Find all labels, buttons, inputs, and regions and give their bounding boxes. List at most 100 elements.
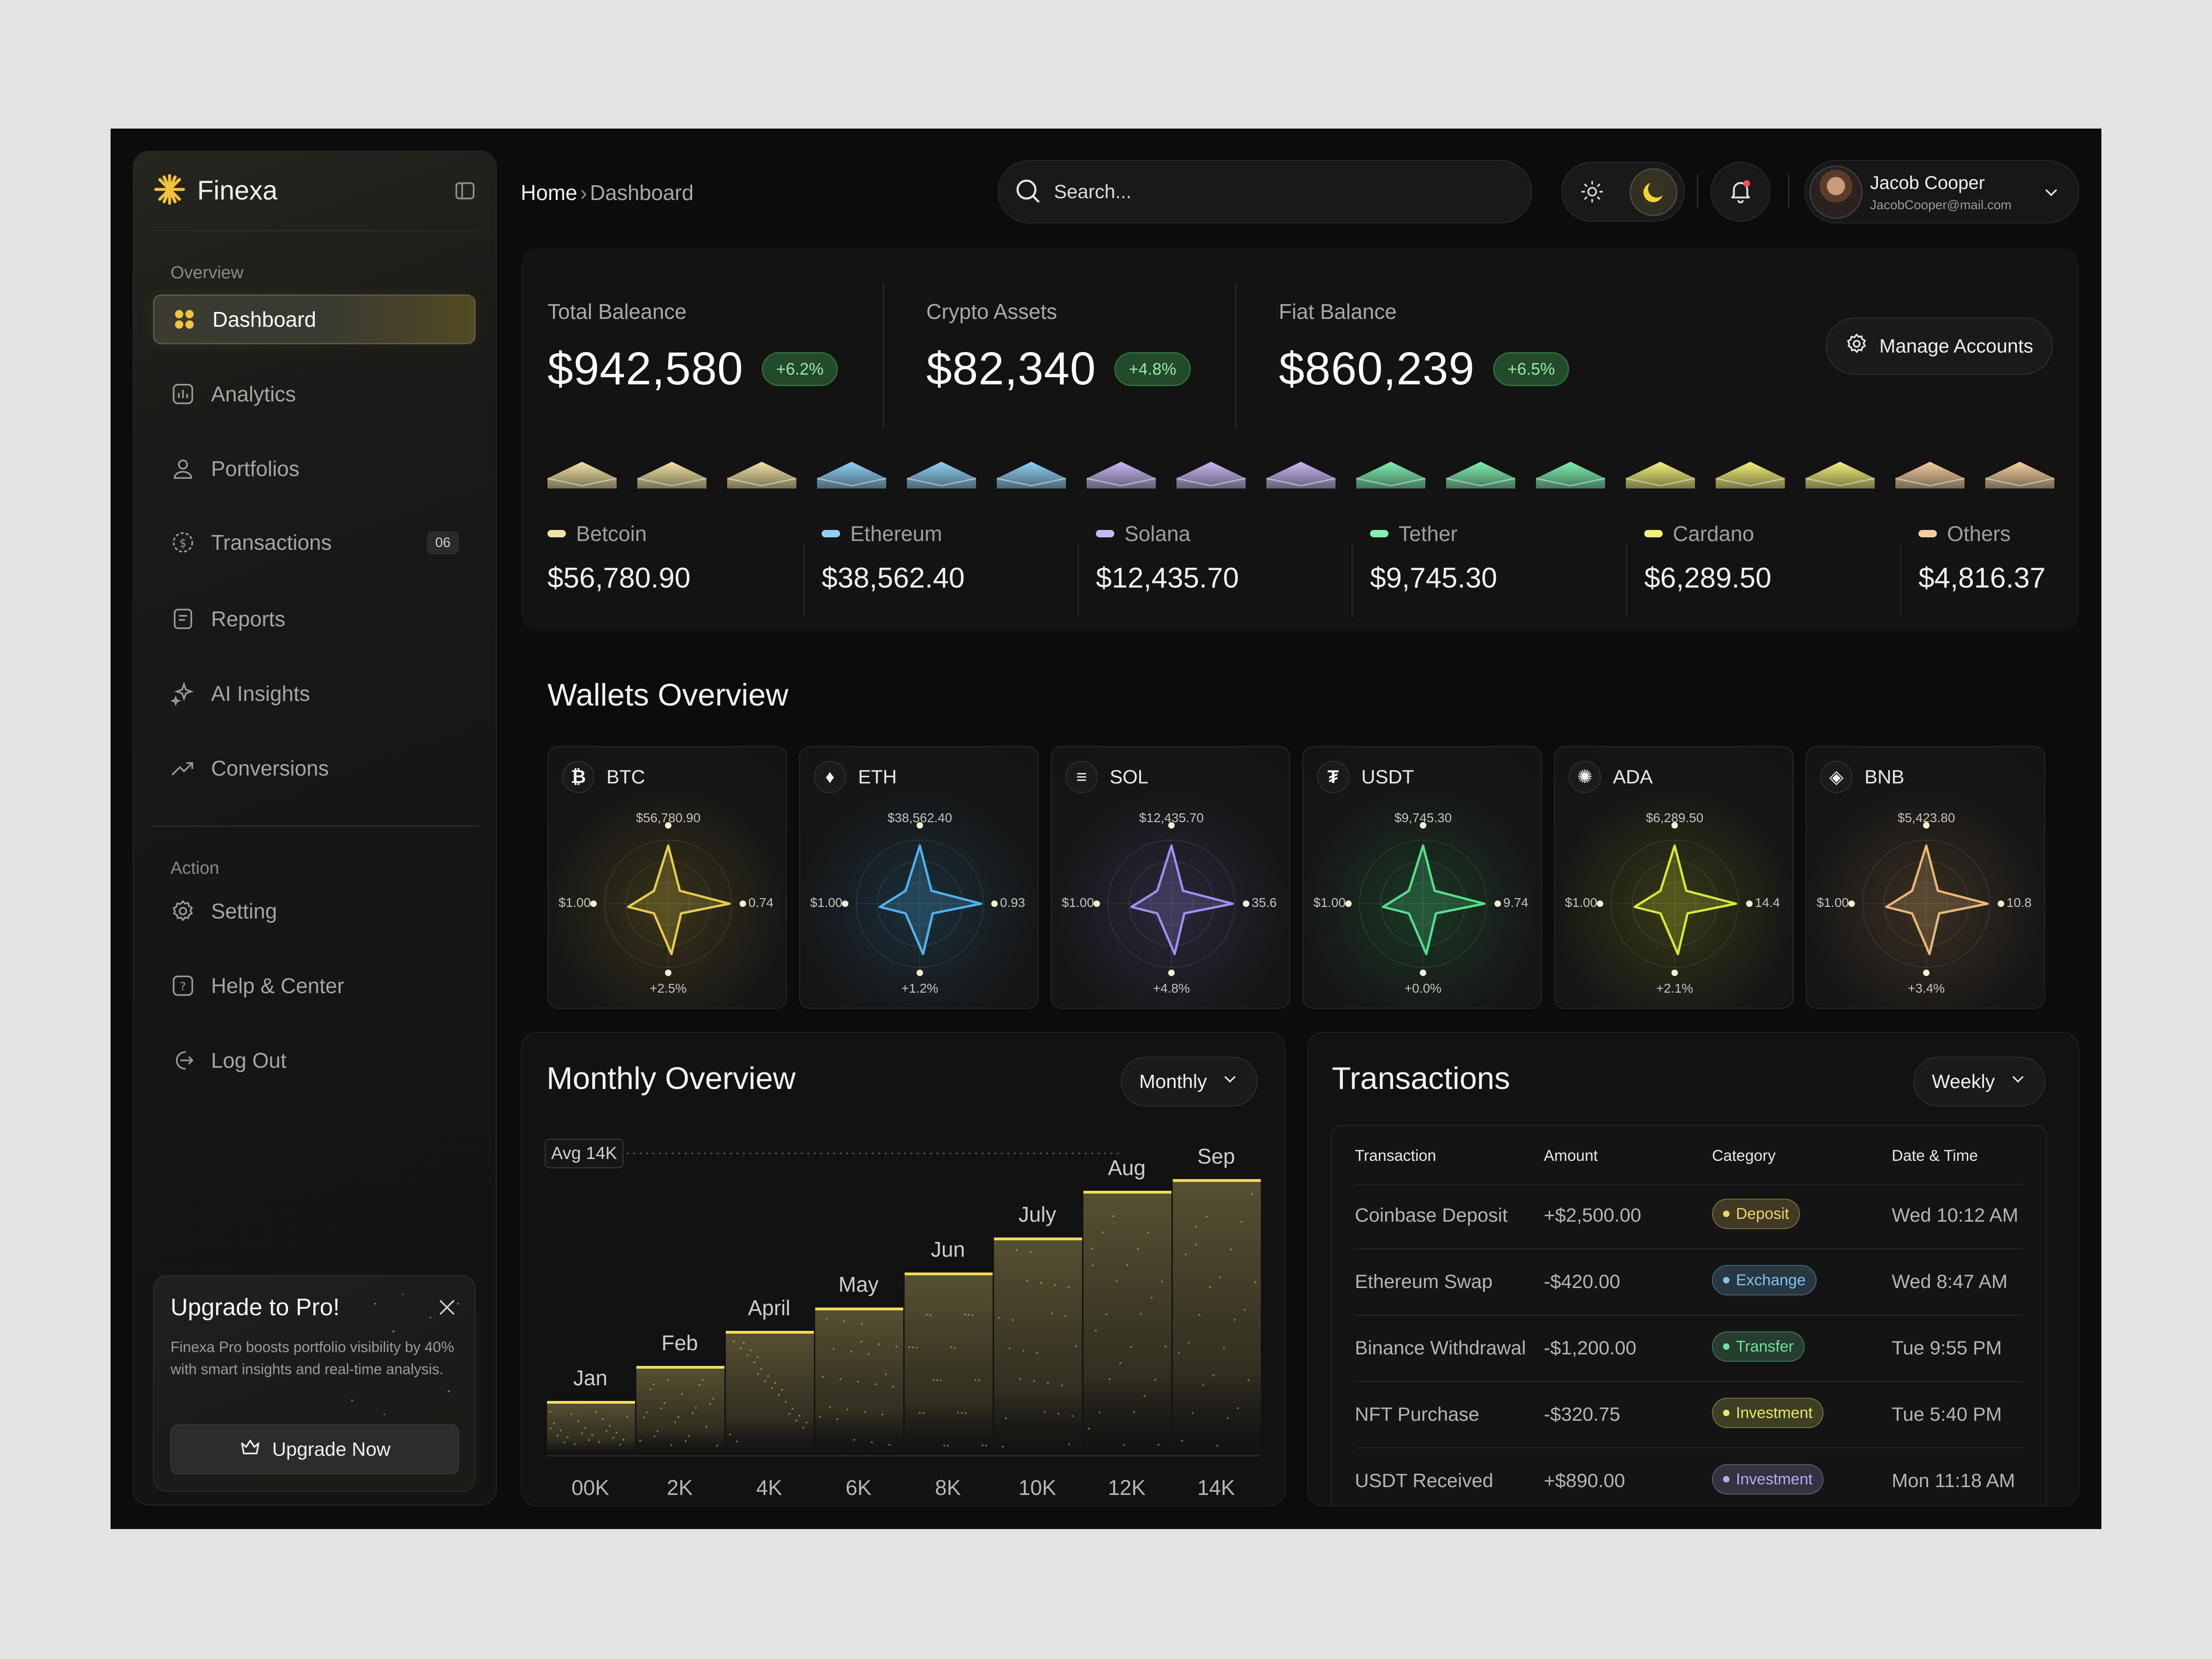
- bar-sparkle: [750, 1349, 752, 1351]
- sidebar-item-setting[interactable]: Setting: [153, 886, 476, 936]
- theme-toggle[interactable]: [1561, 162, 1685, 222]
- wallet-card-ada[interactable]: ✺ ADA $6,289.50 $1.00 14.4 +2.1%: [1554, 746, 1794, 1009]
- radar-point: [1923, 822, 1930, 829]
- wallet-card-btc[interactable]: ₿ BTC $56,780.90 $1.00 0.74 +2.5%: [547, 746, 787, 1009]
- bar-sparkle: [954, 1347, 956, 1349]
- sidebar-item-reports[interactable]: Reports: [153, 594, 476, 644]
- coin-value: $6,289.50: [1644, 562, 1771, 594]
- balance-value: $860,239: [1279, 343, 1475, 394]
- coin-name: Solana: [1124, 522, 1191, 546]
- sidebar-toggle-icon[interactable]: [453, 179, 477, 202]
- wallet-symbol: BNB: [1865, 766, 1905, 788]
- breadcrumb: Home › Dashboard: [521, 180, 694, 205]
- coin-color-swatch: [1370, 530, 1388, 537]
- distribution-gem: [1626, 462, 1695, 488]
- bar-sparkle: [1195, 1225, 1197, 1228]
- search-bar[interactable]: [998, 160, 1532, 224]
- bar-sparkle: [606, 1430, 607, 1432]
- table-row-divider: [1355, 1248, 2023, 1249]
- upgrade-card: Upgrade to Pro! Finexa Pro boosts portfo…: [153, 1275, 476, 1492]
- bar-sparkle: [950, 1346, 952, 1348]
- chevron-down-icon: [1221, 1070, 1239, 1093]
- bar-sparkle: [978, 1379, 980, 1382]
- bar-sparkle: [1216, 1445, 1218, 1447]
- bar-sparkle: [781, 1389, 783, 1391]
- notification-button[interactable]: [1711, 162, 1771, 222]
- sidebar-item-log-out[interactable]: Log Out: [153, 1035, 476, 1085]
- radar-ring: [1150, 882, 1193, 925]
- coin-name: Ethereum: [850, 522, 942, 546]
- radar-bottom-value: +3.4%: [1907, 981, 1945, 995]
- monthly-period-dropdown[interactable]: Monthly: [1121, 1057, 1258, 1106]
- distribution-gem-facet: [1805, 477, 1875, 487]
- radar-left-value: $1.00: [1062, 895, 1094, 910]
- transactions-period-dropdown[interactable]: Weekly: [1913, 1057, 2046, 1106]
- wallet-card-bnb[interactable]: ◈ BNB $5,423.80 $1.00 10.8 +3.4%: [1806, 746, 2045, 1009]
- sidebar-item-analytics[interactable]: Analytics: [153, 369, 476, 419]
- grid-icon: [172, 307, 197, 332]
- bar-sparkle: [1040, 1282, 1042, 1284]
- wallet-card-usdt[interactable]: ₮ USDT $9,745.30 $1.00 9.74 +0.0%: [1302, 746, 1542, 1009]
- bar-sparkle: [833, 1348, 835, 1350]
- bar-sparkle: [1061, 1384, 1063, 1387]
- wallet-symbol: BTC: [606, 766, 645, 788]
- bar-sparkle: [667, 1379, 669, 1381]
- coin-label: Tether: [1370, 521, 1458, 546]
- manage-accounts-button[interactable]: Manage Accounts: [1826, 318, 2053, 375]
- category-label: Exchange: [1736, 1271, 1806, 1289]
- logo[interactable]: Finexa: [153, 174, 277, 207]
- radar-right-value: 10.8: [2006, 895, 2032, 910]
- close-icon[interactable]: [436, 1296, 458, 1318]
- user-menu[interactable]: Jacob Cooper JacobCooper@mail.com: [1805, 160, 2079, 224]
- distribution-gem-facet: [1625, 477, 1695, 487]
- crypto-assets-card: Crypto Assets $82,340 +4.8%: [926, 299, 1191, 395]
- sidebar-item-conversions[interactable]: Conversions: [153, 743, 476, 793]
- bar: [547, 1402, 635, 1456]
- radar-top-value: $5,423.80: [1897, 811, 1955, 825]
- x-tick-label: 2K: [666, 1476, 693, 1500]
- balance-label: Fiat Balance: [1279, 300, 1397, 324]
- wallet-card-eth[interactable]: ♦ ETH $38,562.40 $1.00 0.93 +1.2%: [799, 746, 1039, 1009]
- bnb-icon: ◈: [1820, 761, 1853, 793]
- sidebar-item-portfolios[interactable]: Portfolios: [153, 444, 476, 494]
- moon-icon[interactable]: [1630, 168, 1677, 216]
- breadcrumb-current: Dashboard: [590, 181, 694, 205]
- bar-sparkle: [1199, 1314, 1200, 1316]
- radar-left-value: $1.00: [810, 895, 843, 910]
- bar-sparkle: [706, 1426, 707, 1428]
- change-badge: +6.2%: [762, 352, 838, 386]
- sun-icon[interactable]: [1570, 169, 1615, 214]
- radar-left-value: $1.00: [1817, 895, 1849, 910]
- coin-label: Cardano: [1644, 521, 1754, 546]
- bar: [1173, 1180, 1261, 1456]
- radar-point: [1597, 900, 1603, 907]
- category-dot: [1723, 1410, 1730, 1416]
- coin-divider: [1626, 543, 1627, 617]
- bar-sparkle: [736, 1441, 738, 1442]
- bar-sparkle: [1188, 1341, 1190, 1344]
- category-label: Investment: [1736, 1404, 1813, 1422]
- radar-top-value: $56,780.90: [635, 811, 701, 825]
- change-badge: +4.8%: [1114, 352, 1191, 386]
- distribution-gem: [817, 462, 886, 488]
- bar-sparkle: [1195, 1243, 1197, 1246]
- bar-sparkle: [1151, 1297, 1153, 1299]
- chevron-down-icon[interactable]: [2041, 183, 2061, 205]
- search-input[interactable]: [1054, 181, 1469, 203]
- sidebar-item-dashboard[interactable]: Dashboard: [153, 294, 476, 344]
- balance-label: Crypto Assets: [926, 300, 1057, 324]
- sidebar-item-ai-insights[interactable]: AI Insights: [153, 669, 476, 718]
- sidebar-item-help-center[interactable]: ? Help & Center: [153, 961, 476, 1011]
- sidebar-item-label: Help & Center: [211, 974, 344, 998]
- wallet-card-sol[interactable]: ≡ SOL $12,435.70 $1.00 35.6 +4.8%: [1051, 746, 1290, 1009]
- bar-sparkle: [740, 1347, 741, 1349]
- upgrade-description: Finexa Pro boosts portfolio visibility b…: [171, 1339, 454, 1377]
- bar-sparkle: [957, 1412, 959, 1414]
- upgrade-now-button[interactable]: Upgrade Now: [171, 1424, 459, 1474]
- bar-sparkle: [919, 1412, 921, 1414]
- bar-sparkle: [553, 1423, 555, 1424]
- bar-sparkle: [875, 1383, 877, 1385]
- radar-chart: [842, 822, 998, 976]
- sidebar-item-transactions[interactable]: $ Transactions 06: [153, 518, 476, 567]
- breadcrumb-home[interactable]: Home: [521, 181, 577, 205]
